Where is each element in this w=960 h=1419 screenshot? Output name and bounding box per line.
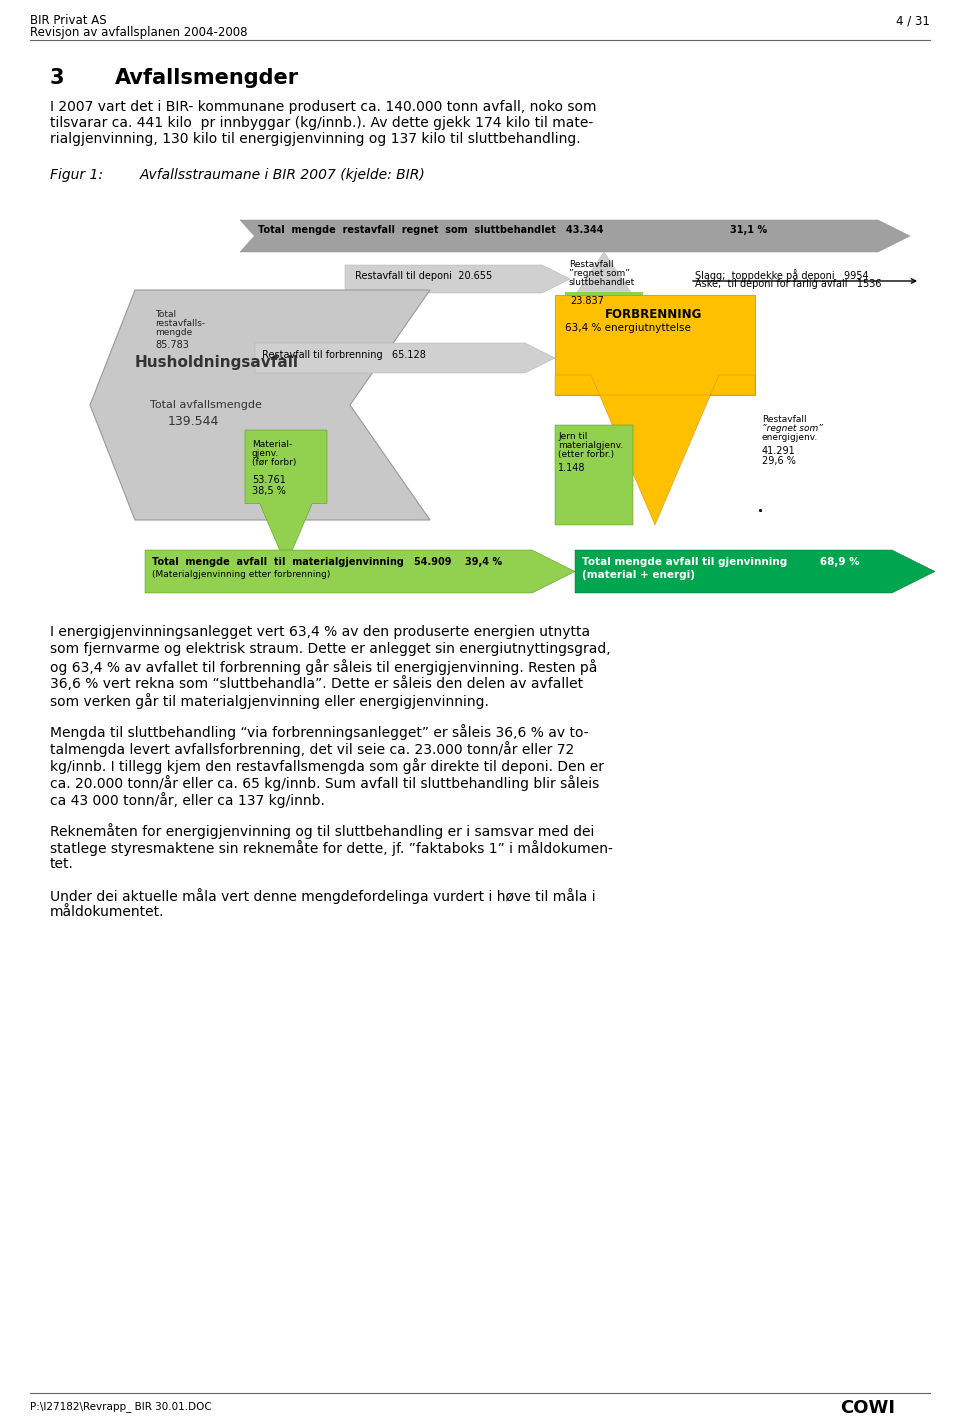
Text: Revisjon av avfallsplanen 2004-2008: Revisjon av avfallsplanen 2004-2008 [30, 26, 248, 38]
Text: Restavfall: Restavfall [569, 260, 613, 270]
Text: Husholdningsavfall: Husholdningsavfall [135, 355, 299, 370]
Text: restavfalls-: restavfalls- [155, 319, 205, 328]
Text: sluttbehandlet: sluttbehandlet [569, 278, 636, 287]
Text: 4 / 31: 4 / 31 [896, 14, 930, 27]
Text: Aske;  til deponi for farlig avfall   1536: Aske; til deponi for farlig avfall 1536 [695, 280, 881, 289]
Text: Jern til: Jern til [558, 431, 588, 441]
Text: COWI: COWI [840, 1399, 895, 1418]
Text: (etter forbr.): (etter forbr.) [558, 450, 614, 458]
Text: 23.837: 23.837 [570, 297, 604, 307]
Text: 36,6 % vert rekna som “sluttbehandla”. Dette er såleis den delen av avfallet: 36,6 % vert rekna som “sluttbehandla”. D… [50, 675, 583, 691]
Text: Under dei aktuelle måla vert denne mengdefordelinga vurdert i høve til måla i: Under dei aktuelle måla vert denne mengd… [50, 888, 595, 904]
Text: talmengda levert avfallsforbrenning, det vil seie ca. 23.000 tonn/år eller 72: talmengda levert avfallsforbrenning, det… [50, 741, 574, 756]
Polygon shape [565, 253, 643, 324]
Text: Mengda til sluttbehandling “via forbrenningsanlegget” er såleis 36,6 % av to-: Mengda til sluttbehandling “via forbrenn… [50, 724, 588, 739]
Text: 29,6 %: 29,6 % [762, 455, 796, 465]
Bar [565, 292, 643, 322]
Text: statlege styresmaktene sin reknemåte for dette, jf. ”faktaboks 1” i måldokumen-: statlege styresmaktene sin reknemåte for… [50, 840, 612, 856]
Polygon shape [245, 430, 327, 565]
Text: Total mengde avfall til gjenvinning         68,9 %: Total mengde avfall til gjenvinning 68,9… [582, 558, 859, 568]
Text: FORBRENNING: FORBRENNING [605, 308, 703, 321]
Text: Total: Total [155, 309, 176, 319]
Text: tilsvarar ca. 441 kilo  pr innbyggar (kg/innb.). Av dette gjekk 174 kilo til mat: tilsvarar ca. 441 kilo pr innbyggar (kg/… [50, 116, 593, 131]
Text: BIR Privat AS: BIR Privat AS [30, 14, 107, 27]
Text: ”regnet som”: ”regnet som” [762, 424, 823, 433]
Polygon shape [575, 551, 935, 593]
Text: (Materialgjenvinning etter forbrenning): (Materialgjenvinning etter forbrenning) [152, 570, 330, 579]
Text: ca 43 000 tonn/år, eller ca 137 kg/innb.: ca 43 000 tonn/år, eller ca 137 kg/innb. [50, 792, 324, 807]
Text: Total  mengde  avfall  til  materialgjenvinning   54.909    39,4 %: Total mengde avfall til materialgjenvinn… [152, 558, 502, 568]
Text: P:\I27182\Revrapp_ BIR 30.01.DOC: P:\I27182\Revrapp_ BIR 30.01.DOC [30, 1401, 212, 1412]
Text: som fjernvarme og elektrisk straum. Dette er anlegget sin energiutnyttingsgrad,: som fjernvarme og elektrisk straum. Dett… [50, 641, 611, 656]
Bar [555, 426, 633, 525]
Text: 85.783: 85.783 [155, 341, 189, 350]
Text: I energigjenvinningsanlegget vert 63,4 % av den produserte energien utnytta: I energigjenvinningsanlegget vert 63,4 %… [50, 624, 590, 639]
Polygon shape [255, 343, 555, 373]
Bar [555, 295, 755, 394]
Polygon shape [345, 265, 570, 292]
Text: Material-: Material- [252, 440, 292, 448]
Text: (material + energi): (material + energi) [582, 570, 695, 580]
Text: måldokumentet.: måldokumentet. [50, 905, 164, 920]
Polygon shape [90, 289, 430, 519]
Text: 63,4 % energiutnyttelse: 63,4 % energiutnyttelse [565, 324, 691, 333]
Text: energigjenv.: energigjenv. [762, 433, 818, 441]
Text: 3: 3 [50, 68, 64, 88]
Polygon shape [240, 220, 910, 253]
Polygon shape [145, 551, 575, 593]
Text: (før forbr): (før forbr) [252, 458, 297, 467]
Text: Restavfall til forbrenning   65.128: Restavfall til forbrenning 65.128 [262, 350, 426, 360]
Text: tet.: tet. [50, 857, 74, 871]
Text: Reknemåten for energigjenvinning og til sluttbehandling er i samsvar med dei: Reknemåten for energigjenvinning og til … [50, 823, 594, 839]
Text: kg/innb. I tillegg kjem den restavfallsmengda som går direkte til deponi. Den er: kg/innb. I tillegg kjem den restavfallsm… [50, 758, 604, 773]
Text: ”regnet som”: ”regnet som” [569, 270, 630, 278]
Text: Figur 1:: Figur 1: [50, 167, 103, 182]
Text: 41.291: 41.291 [762, 446, 796, 455]
Text: ca. 20.000 tonn/år eller ca. 65 kg/innb. Sum avfall til sluttbehandling blir sål: ca. 20.000 tonn/år eller ca. 65 kg/innb.… [50, 775, 599, 790]
Text: I 2007 vart det i BIR- kommunane produsert ca. 140.000 tonn avfall, noko som: I 2007 vart det i BIR- kommunane produse… [50, 99, 596, 114]
Text: 38,5 %: 38,5 % [252, 485, 286, 497]
Text: Total avfallsmengde: Total avfallsmengde [150, 400, 262, 410]
Text: og 63,4 % av avfallet til forbrenning går såleis til energigjenvinning. Resten p: og 63,4 % av avfallet til forbrenning gå… [50, 658, 597, 675]
Text: Avfallsmengder: Avfallsmengder [115, 68, 300, 88]
Text: materialgjenv.: materialgjenv. [558, 441, 623, 450]
Text: mengde: mengde [155, 328, 192, 336]
Text: gjenv.: gjenv. [252, 448, 279, 458]
Text: Slagg;  toppdekke på deponi   9954: Slagg; toppdekke på deponi 9954 [695, 270, 869, 281]
Text: som verken går til materialgjenvinning eller energigjenvinning.: som verken går til materialgjenvinning e… [50, 692, 489, 710]
Text: 1.148: 1.148 [558, 463, 586, 473]
Text: rialgjenvinning, 130 kilo til energigjenvinning og 137 kilo til sluttbehandling.: rialgjenvinning, 130 kilo til energigjen… [50, 132, 581, 146]
Text: Restavfall til deponi  20.655: Restavfall til deponi 20.655 [355, 271, 492, 281]
Text: Total  mengde  restavfall  regnet  som  sluttbehandlet   43.344: Total mengde restavfall regnet som slutt… [258, 226, 604, 236]
Text: 53.761: 53.761 [252, 475, 286, 485]
Text: Avfallsstraumane i BIR 2007 (kjelde: BIR): Avfallsstraumane i BIR 2007 (kjelde: BIR… [140, 167, 425, 182]
Polygon shape [555, 375, 755, 525]
Text: 139.544: 139.544 [168, 414, 220, 429]
Text: 31,1 %: 31,1 % [730, 226, 767, 236]
Text: Restavfall: Restavfall [762, 414, 806, 424]
